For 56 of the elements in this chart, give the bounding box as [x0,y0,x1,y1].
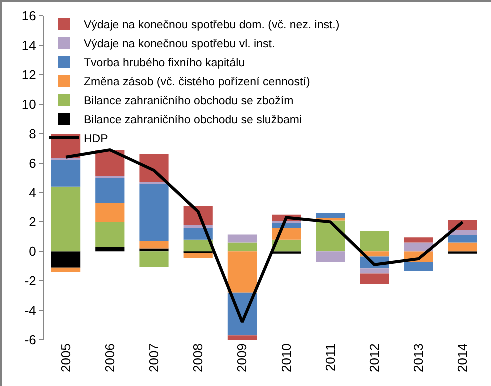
bar [360,268,390,274]
bar [96,247,125,252]
legend-label: Výdaje na konečnou spotřebu dom. (vč. nez. inst.) [84,20,340,32]
bar [96,178,125,204]
y-tick-label: 12 [22,67,36,82]
legend-label: Změna zásob (vč. čistého pořízení cenností) [84,76,310,89]
bar [316,213,346,218]
bar [404,262,434,272]
bar [228,252,257,293]
y-tick-label: 16 [22,8,36,24]
y-tick-label: -4 [24,303,36,318]
y-tick-label: 2 [29,214,36,230]
x-tick-label: 2009 [234,344,250,373]
x-tick-label: 2007 [146,344,162,373]
x-tick-label: 2006 [102,344,118,373]
bar [360,231,390,252]
x-tick-label: 2010 [278,344,294,373]
bar [96,222,125,248]
legend-label: Výdaje na konečnou spotřebu vl. inst. [84,38,276,51]
y-tick-label: 8 [29,126,36,142]
bar [52,252,81,268]
bar [140,248,169,252]
y-tick-label: 10 [22,96,36,112]
y-tick-label: 6 [29,156,36,171]
x-tick-label: 2011 [322,344,338,372]
bar [52,268,81,272]
bar [228,242,257,252]
legend-label: Bilance zahraničního obchodu se službami [84,114,302,127]
bar [140,252,169,268]
bar [448,235,478,243]
bar [360,274,390,284]
legend-label: HDP [84,134,109,146]
bar [140,241,169,249]
bar [140,184,169,242]
bar [52,186,81,252]
x-tick-label: 2014 [455,344,470,373]
bar [448,242,478,252]
bar [228,234,257,243]
bar [184,253,213,258]
y-tick-label: -6 [24,332,36,348]
bar [316,252,346,262]
line-series [64,148,464,324]
legend-label: Tvorba hrubého fixního kapitálu [84,58,246,70]
y-tick-label: 4 [29,185,36,200]
legend-label: Bilance zahraničního obchodu se zbožím [84,96,294,108]
x-tick-label: 2012 [366,344,382,373]
bar [52,160,81,187]
bar [96,203,125,222]
y-tick-label: -2 [24,274,36,289]
bar [228,336,257,340]
x-tick-label: 2013 [411,344,426,373]
y-tick-label: 14 [22,38,36,53]
x-tick-label: 2008 [190,344,206,373]
x-tick-label: 2005 [58,344,74,373]
y-tick-label: 0 [29,244,36,260]
bar [404,238,434,243]
